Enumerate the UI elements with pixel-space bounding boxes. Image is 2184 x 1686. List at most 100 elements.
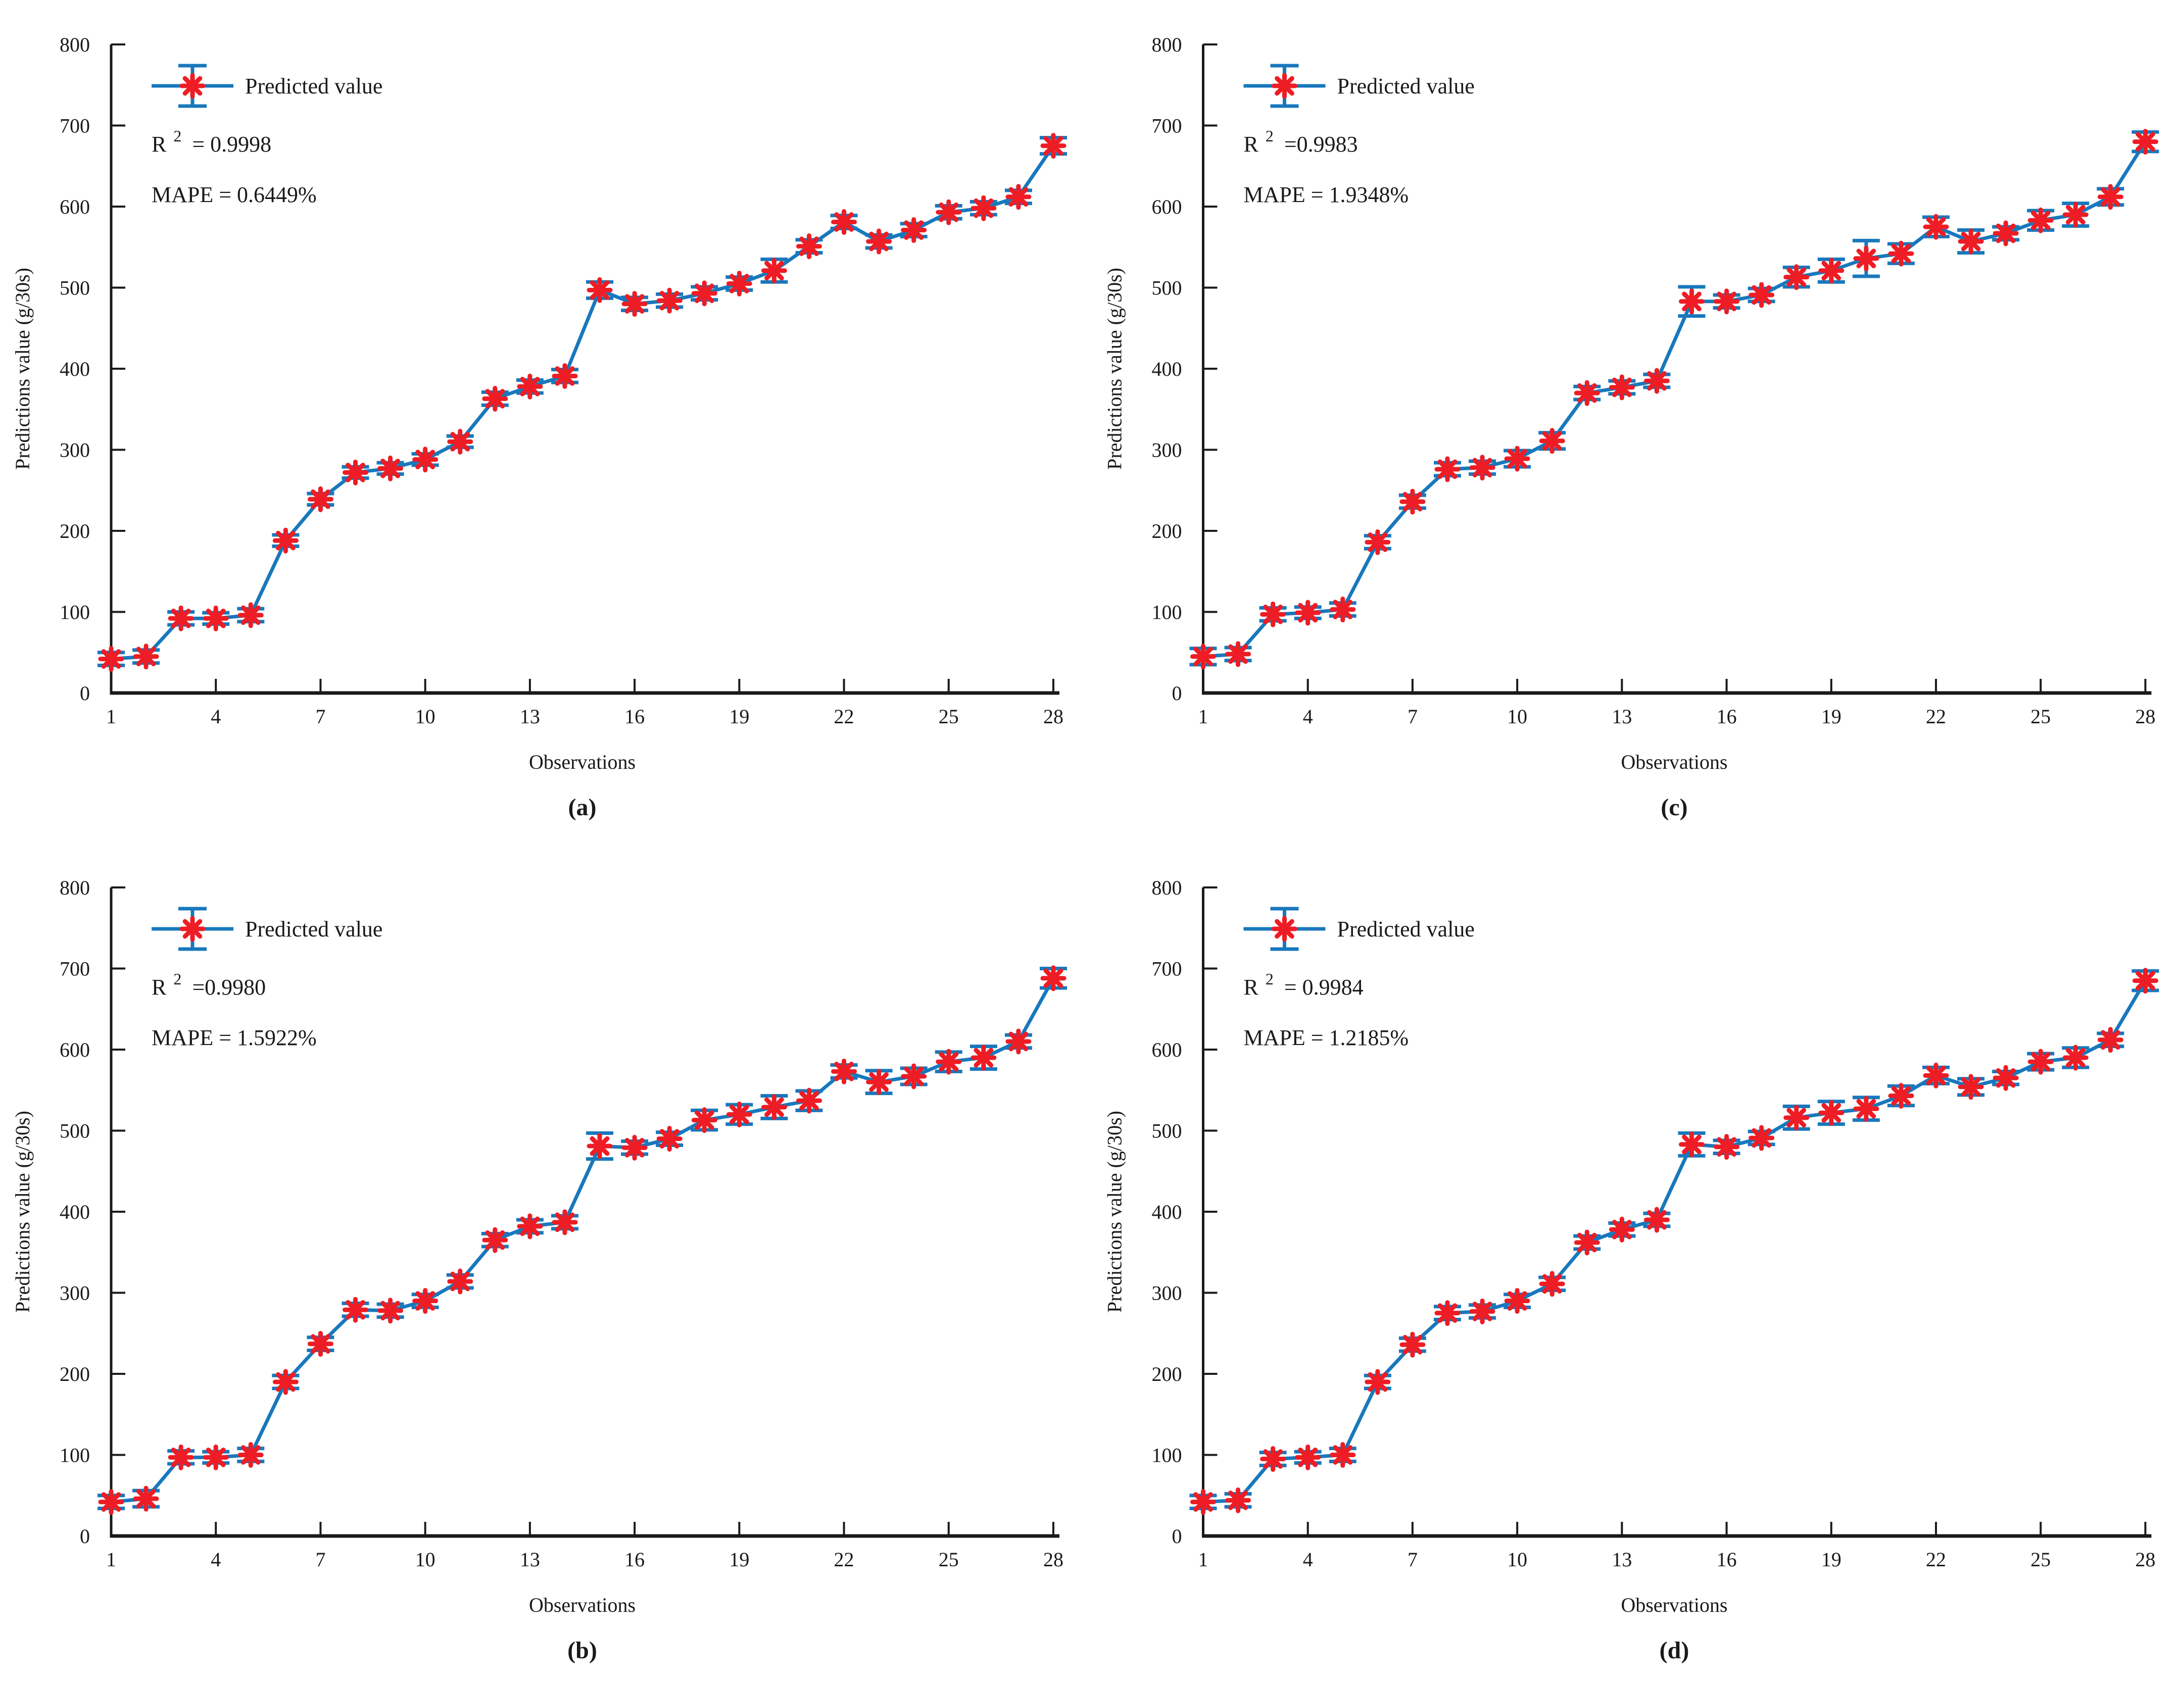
data-point-marker <box>98 1489 124 1515</box>
data-point-marker <box>272 527 299 554</box>
data-point-marker <box>517 373 543 400</box>
marker-spoke <box>1368 1372 1388 1392</box>
marker-spoke <box>485 389 505 409</box>
panel-c: 0 100 200 300 400 500 600 700 800 1 4 7 10 13 16 19 22 25… <box>1092 0 2184 843</box>
data-point-marker <box>831 209 857 235</box>
marker-spoke <box>1682 1134 1702 1155</box>
marker-spoke <box>1542 1274 1562 1294</box>
data-point-marker <box>412 447 439 473</box>
panel-label: (d) <box>1660 1637 1689 1664</box>
marker-spoke <box>415 1291 435 1311</box>
data-point-marker <box>1714 288 1740 315</box>
data-point-marker <box>1923 214 1949 240</box>
data-point-marker <box>1330 597 1356 623</box>
data-point-marker <box>1434 456 1461 482</box>
marker-spoke <box>1368 532 1388 552</box>
y-tick-label: 200 <box>1152 1363 1182 1385</box>
marker-spoke <box>101 649 121 669</box>
marker-spoke <box>1752 285 1772 305</box>
marker-spoke <box>101 1492 121 1512</box>
data-point-marker <box>237 1442 264 1468</box>
data-point-marker <box>2027 207 2054 233</box>
marker-spoke <box>904 220 924 240</box>
y-tick-label: 500 <box>1152 1120 1182 1143</box>
data-point-marker <box>1190 643 1216 670</box>
data-point-marker <box>377 455 404 481</box>
data-point-marker <box>691 1107 717 1133</box>
y-tick-label: 300 <box>60 439 90 462</box>
x-tick-label: 4 <box>1303 705 1313 728</box>
y-tick-label: 700 <box>60 958 90 980</box>
data-point-marker <box>2132 968 2158 994</box>
marker-spoke <box>240 605 261 625</box>
x-tick-label: 19 <box>729 705 749 728</box>
marker-spoke <box>1682 291 1702 312</box>
x-tick-label: 22 <box>1926 1548 1946 1571</box>
marker-spoke <box>2101 1030 2120 1050</box>
x-tick-label: 4 <box>1303 1548 1313 1571</box>
x-tick-label: 22 <box>1926 705 1946 728</box>
data-point-marker <box>796 233 822 260</box>
data-point-marker <box>970 1045 997 1071</box>
data-point-marker <box>1469 455 1495 481</box>
x-tick-label: 13 <box>520 705 540 728</box>
data-point-marker <box>621 1134 648 1161</box>
data-point-marker <box>1272 73 1297 99</box>
data-point-marker <box>1399 488 1426 515</box>
marker-spoke <box>590 280 610 300</box>
data-point-marker <box>517 1213 543 1239</box>
data-point-marker <box>1853 245 1879 272</box>
chart-d-svg: 0 100 200 300 400 500 600 700 800 1 4 7 10 13 16 19 22 25… <box>1103 876 2159 1664</box>
data-point-marker <box>552 1209 578 1235</box>
marker-spoke <box>1228 1491 1248 1510</box>
data-point-marker <box>1399 1331 1426 1358</box>
y-tick-label: 0 <box>1172 682 1182 705</box>
x-tick-label: 1 <box>1198 705 1208 728</box>
prediction-line <box>111 977 1055 1504</box>
marker-spoke <box>659 290 680 311</box>
y-tick-label: 200 <box>60 520 90 542</box>
data-point-marker <box>1609 1216 1635 1243</box>
marker-spoke <box>555 366 575 386</box>
marker-spoke <box>764 261 784 281</box>
legend: Predicted value <box>1243 64 1475 108</box>
x-tick-label: 25 <box>2030 1548 2051 1571</box>
marker-spoke <box>974 1048 994 1068</box>
data-point-marker <box>179 73 206 99</box>
x-tick-label: 19 <box>1821 705 1841 728</box>
marker-spoke <box>1612 1219 1632 1239</box>
data-point-marker <box>1539 428 1565 454</box>
marker-spoke <box>729 1105 749 1124</box>
marker-spoke <box>1612 377 1632 398</box>
marker-spoke <box>590 1136 610 1156</box>
marker-spoke <box>182 76 203 96</box>
data-point-marker <box>1295 1444 1321 1470</box>
data-point-marker <box>1272 916 1297 942</box>
x-tick-label: 28 <box>2136 705 2156 728</box>
x-tick-label: 16 <box>1717 705 1737 728</box>
x-axis-title: Observations <box>1621 751 1727 773</box>
marker-spoke <box>1008 1031 1029 1052</box>
y-tick-label: 500 <box>60 1120 90 1143</box>
data-point-marker <box>1005 1028 1032 1055</box>
marker-spoke <box>1996 1068 2016 1088</box>
data-point-marker <box>1993 220 2019 246</box>
marker-spoke <box>1786 1108 1807 1128</box>
data-point-marker <box>272 1369 299 1395</box>
marker-spoke <box>834 1061 854 1081</box>
data-point-marker <box>587 277 613 303</box>
y-tick-label: 700 <box>1152 958 1182 980</box>
marker-spoke <box>1275 919 1294 939</box>
x-tick-label: 16 <box>624 705 645 728</box>
marker-spoke <box>1263 604 1283 624</box>
x-tick-label: 25 <box>939 705 959 728</box>
marker-spoke <box>869 231 889 252</box>
data-point-marker <box>1190 1489 1216 1515</box>
data-point-marker <box>133 1485 159 1512</box>
y-tick-label: 100 <box>1152 601 1182 624</box>
data-point-marker <box>179 916 206 942</box>
marker-spoke <box>1717 1137 1736 1157</box>
marker-spoke <box>2030 1052 2051 1072</box>
y-tick-label: 0 <box>80 1525 90 1548</box>
marker-spoke <box>206 1447 226 1467</box>
